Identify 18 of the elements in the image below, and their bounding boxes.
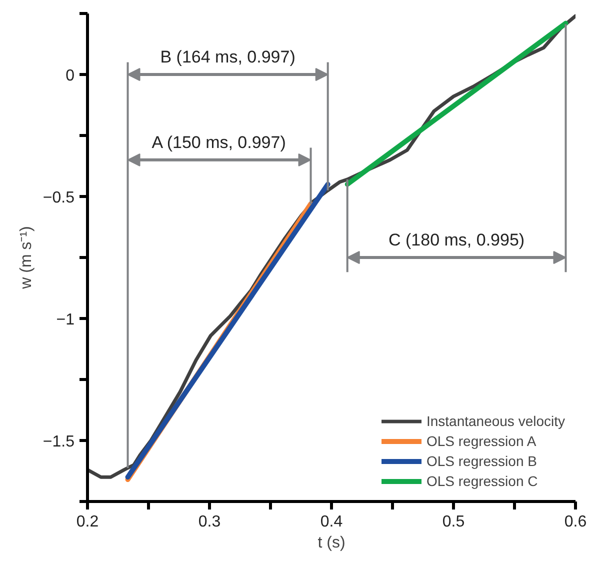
y-tick-label: 0 — [66, 68, 75, 84]
x-tick-label: 0.3 — [198, 514, 221, 530]
annotation: A (150 ms, 0.997) — [152, 132, 286, 152]
y-axis-title: w (m s⁻¹) — [18, 226, 35, 290]
annotation: C (180 ms, 0.995) — [388, 230, 525, 250]
x-tick-label: 0.5 — [442, 514, 465, 530]
annotation: B (164 ms, 0.997) — [160, 48, 296, 66]
y-tick-label: −1 — [56, 312, 75, 328]
x-tick-label: 0.4 — [320, 514, 343, 530]
y-tick-label: −0.5 — [42, 190, 75, 206]
y-tick-label: −1.5 — [42, 434, 75, 450]
x-axis-title: t (s) — [318, 534, 346, 552]
legend-label: Instantaneous velocity — [426, 412, 565, 430]
legend-label: OLS regression A — [426, 432, 536, 450]
x-tick-label: 0.2 — [76, 514, 99, 530]
legend-label: OLS regression B — [426, 452, 537, 470]
x-tick-label: 0.6 — [564, 514, 587, 530]
legend-label: OLS regression C — [426, 472, 538, 490]
